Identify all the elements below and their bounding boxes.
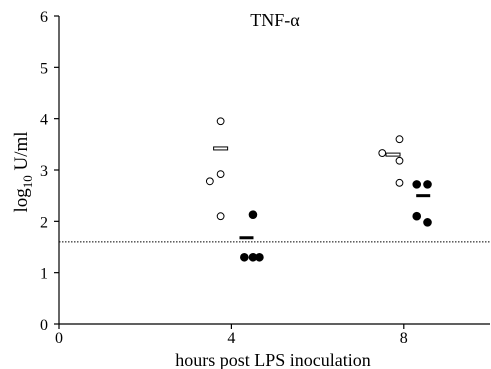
chart-title: TNF-α (250, 10, 300, 30)
mean-bar-filled (239, 236, 254, 240)
filled-circle-point (412, 180, 422, 189)
open-circle-point (216, 117, 225, 126)
open-circle-point (205, 177, 214, 186)
y-tick-label: 3 (40, 163, 48, 180)
x-axis-label: hours post LPS inoculation (175, 350, 371, 369)
x-tick-label: 0 (55, 330, 63, 347)
tick-labels: 0 1 2 3 4 5 6 0 4 8 (40, 9, 408, 347)
open-circle-point (395, 156, 404, 165)
y-axis-label-subscript: 10 (20, 175, 35, 188)
open-circle-point (378, 149, 387, 157)
open-circle-point (395, 135, 404, 144)
y-tick-label: 5 (40, 60, 48, 77)
y-tick-label: 2 (40, 214, 48, 231)
mean-bar-open (213, 146, 229, 151)
filled-circle-point (240, 252, 249, 262)
y-axis-label-suffix: U/ml (11, 131, 32, 175)
y-tick-label: 6 (40, 9, 48, 26)
open-circle-point (395, 178, 404, 187)
y-axis-label: log10 U/ml (11, 131, 35, 212)
y-tick-label: 1 (40, 266, 48, 283)
open-circle-point (216, 212, 225, 221)
x-tick-label: 4 (227, 330, 235, 347)
filled-circle-point (423, 218, 432, 227)
y-axis-label-prefix: log (11, 188, 32, 213)
y-tick-label: 0 (40, 317, 48, 334)
x-tick-label: 8 (400, 330, 408, 347)
filled-circle-point (412, 211, 422, 221)
mean-bar-filled (416, 194, 431, 198)
mean-bar-open (385, 152, 401, 157)
filled-circle-point (248, 210, 258, 219)
data-marks (205, 117, 432, 262)
axes (54, 15, 490, 329)
filled-circle-point (255, 252, 264, 262)
open-circle-point (216, 170, 225, 179)
y-tick-label: 4 (40, 112, 48, 129)
filled-circle-point (423, 180, 432, 189)
